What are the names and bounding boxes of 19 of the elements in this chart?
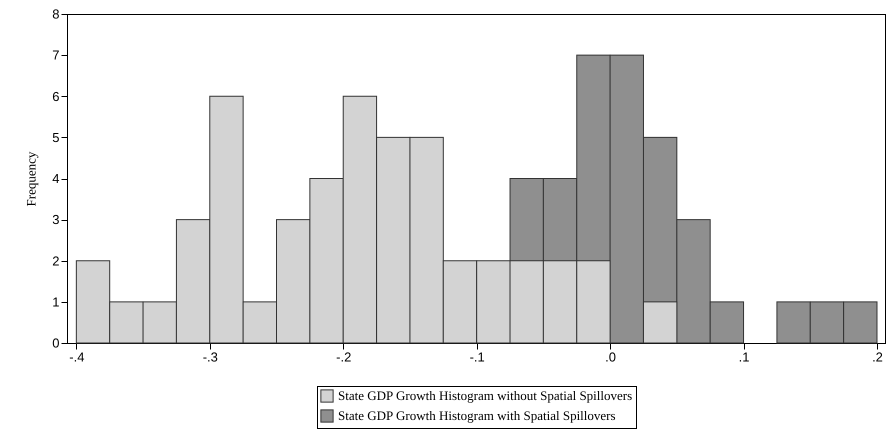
x-tick-label: .0 (605, 350, 616, 364)
y-tick-label: 4 (52, 171, 60, 186)
y-tick-label: 6 (52, 88, 60, 104)
y-tick-label: 1 (52, 294, 60, 310)
y-axis-title: Frequency (23, 151, 38, 206)
x-tick-label: .1 (738, 350, 750, 364)
y-tick-label: 8 (52, 6, 60, 22)
x-tick-label: -.1 (470, 350, 485, 364)
legend-label: State GDP Growth Histogram without Spatial Spillovers (338, 388, 632, 403)
y-tick-label: 2 (52, 253, 60, 268)
y-tick-label: 5 (52, 130, 60, 145)
legend-label: State GDP Growth Histogram with Spatial Spillovers (338, 408, 616, 423)
x-tick-label: .2 (872, 350, 883, 364)
x-tick-label: -.4 (69, 350, 84, 364)
x-tick-label: -.2 (336, 350, 352, 364)
x-tick-label: -.3 (202, 350, 218, 364)
y-tick-label: 3 (52, 212, 60, 228)
y-tick-label: 0 (52, 336, 60, 350)
y-tick-label: 7 (52, 48, 60, 63)
